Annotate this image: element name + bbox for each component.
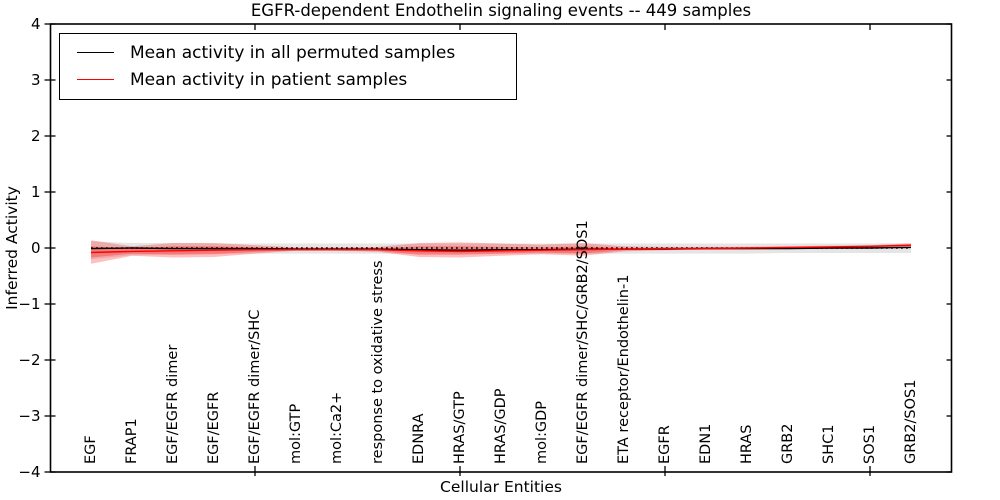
x-category-label: mol:GDP xyxy=(534,401,550,464)
y-tick-label: −1 xyxy=(18,295,40,313)
permuted-line-swatch xyxy=(77,52,114,53)
x-category-label: SOS1 xyxy=(862,425,878,464)
legend-box: Mean activity in all permuted samples Me… xyxy=(59,33,517,100)
y-tick-label: 4 xyxy=(31,15,41,33)
legend-label-patient: Mean activity in patient samples xyxy=(130,69,408,90)
legend-entry-patient: Mean activity in patient samples xyxy=(60,66,516,93)
x-category-label: HRAS/GDP xyxy=(493,388,509,464)
x-axis-label: Cellular Entities xyxy=(440,478,562,496)
y-tick-label: −4 xyxy=(18,463,40,481)
x-category-label: HRAS xyxy=(739,424,755,464)
legend-label-permuted: Mean activity in all permuted samples xyxy=(130,42,456,63)
x-category-label: EGF/EGFR dimer/SHC/GRB2/SOS1 xyxy=(575,220,591,464)
x-category-label: GRB2/SOS1 xyxy=(903,380,919,464)
x-category-label: SHC1 xyxy=(821,425,837,464)
x-category-label: ETA receptor/Endothelin-1 xyxy=(616,275,632,464)
x-category-label: EDN1 xyxy=(698,424,714,464)
x-category-label: FRAP1 xyxy=(124,418,140,464)
y-tick-label: −2 xyxy=(18,351,40,369)
y-tick-label: 2 xyxy=(31,127,41,145)
x-category-label: mol:Ca2+ xyxy=(329,392,345,464)
chart-title: EGFR-dependent Endothelin signaling even… xyxy=(250,1,752,20)
x-category-label: EGFR xyxy=(657,425,673,464)
patient-mean-line xyxy=(90,244,912,254)
y-tick-label: 3 xyxy=(31,71,41,89)
x-category-label: EGF/EGFR dimer xyxy=(165,345,181,464)
permuted-mean-line xyxy=(90,246,912,251)
patient-range-outer-band xyxy=(91,240,911,264)
x-category-label: EGF/EGFR xyxy=(206,392,222,464)
y-tick-label: −3 xyxy=(18,407,40,425)
x-category-label: EGF xyxy=(83,435,99,464)
x-category-label: EGF/EGFR dimer/SHC xyxy=(247,310,263,464)
x-category-label: response to oxidative stress xyxy=(370,261,386,465)
y-axis-label: Inferred Activity xyxy=(3,186,21,310)
x-category-label: mol:GTP xyxy=(288,404,304,464)
x-category-label: GRB2 xyxy=(780,424,796,464)
y-tick-label: 1 xyxy=(31,183,41,201)
y-tick-label: 0 xyxy=(31,239,41,257)
x-category-label: HRAS/GTP xyxy=(452,391,468,464)
legend-entry-permuted: Mean activity in all permuted samples xyxy=(60,39,516,66)
patient-line-swatch xyxy=(77,79,114,80)
x-category-label: EDNRA xyxy=(411,413,427,464)
